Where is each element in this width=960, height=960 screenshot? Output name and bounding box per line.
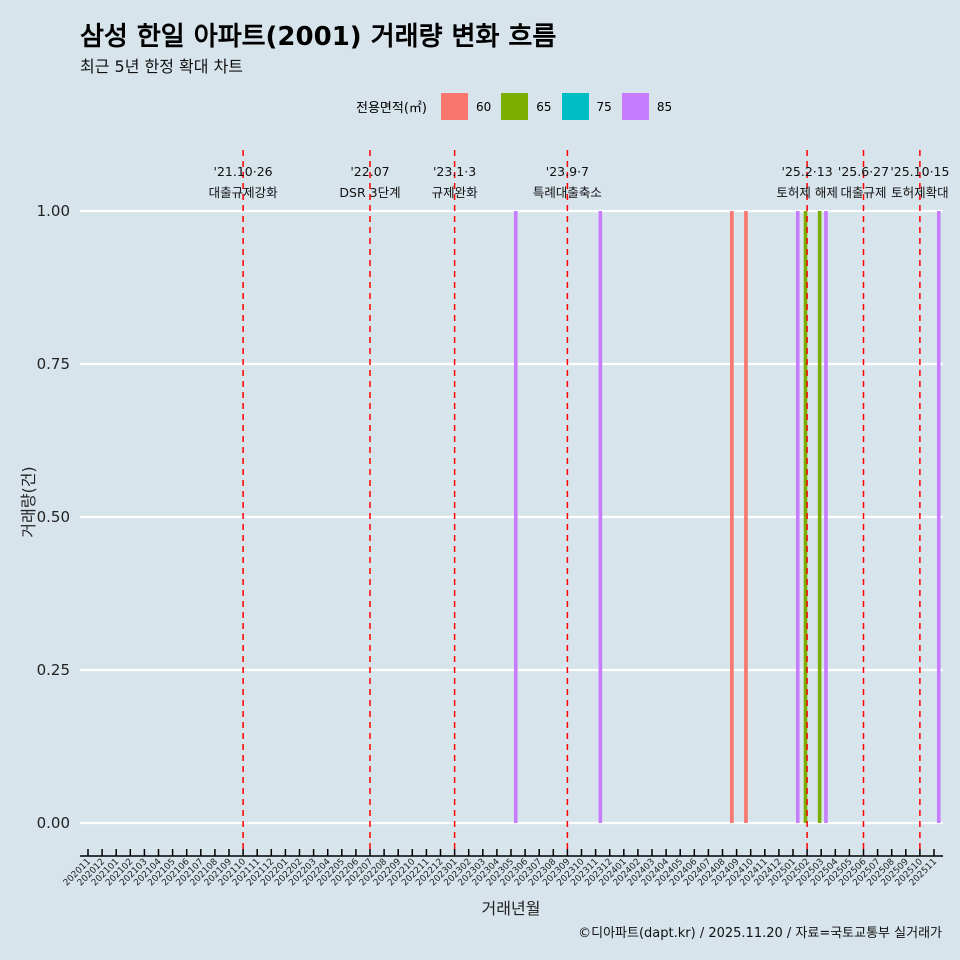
event-date: '21.10·26 (214, 164, 273, 179)
bar-65-202502 (803, 211, 808, 823)
event-label: 대출규제 (840, 185, 886, 200)
event-label: 규제완화 (432, 185, 479, 200)
chart-subtitle: 최근 5년 한정 확대 차트 (80, 57, 244, 76)
event-date: '23.1·3 (433, 164, 476, 179)
legend-label: 60 (475, 99, 492, 114)
event-label: 특례대출축소 (533, 185, 602, 200)
y-tick-label: 0.50 (37, 508, 70, 526)
event-date: '25.6·27 (838, 164, 889, 179)
event-label: 대출규제강화 (209, 185, 279, 200)
event-date: '22.07 (350, 164, 389, 179)
y-tick-label: 0.75 (37, 355, 70, 373)
legend-key-75 (561, 93, 589, 120)
legend-label: 65 (536, 99, 552, 114)
bar-85-202503 (824, 211, 828, 823)
bar-60-202410 (744, 211, 748, 823)
legend-key-60 (440, 93, 468, 120)
x-axis-title: 거래년월 (482, 899, 541, 918)
y-axis-title: 거래량(건) (19, 466, 38, 537)
y-tick-label: 0.00 (37, 814, 70, 832)
legend-label: 75 (596, 99, 612, 114)
legend-key-85 (621, 93, 649, 120)
bar-85-202311 (598, 211, 603, 823)
event-date: '25.2·13 (782, 164, 833, 179)
legend-key-65 (501, 93, 529, 120)
event-label: 토허제 해제 (776, 185, 837, 200)
legend: 전용면적(㎡) 60 65 75 85 (356, 93, 676, 120)
event-label: DSR 3단계 (339, 185, 400, 200)
bar-85-202501 (795, 211, 800, 823)
bar-85-202511 (936, 211, 941, 823)
event-label: 토허제확대 (891, 185, 949, 200)
bar-65-202503 (817, 211, 822, 823)
event-date: '23.9·7 (546, 164, 589, 179)
legend-label: 85 (656, 99, 673, 114)
y-tick-label: 1.00 (37, 202, 70, 220)
bar-85-202305 (513, 211, 518, 823)
source-caption: ©디아파트(dapt.kr) / 2025.11.20 / 자료=국토교통부 실… (578, 926, 942, 941)
legend-title: 전용면적(㎡) (356, 101, 427, 116)
bar-60-202409 (730, 211, 734, 823)
chart-title: 삼성 한일 아파트(2001) 거래량 변화 흐름 (80, 22, 557, 52)
event-date: '25.10·15 (890, 164, 949, 179)
y-tick-label: 0.25 (37, 661, 70, 679)
